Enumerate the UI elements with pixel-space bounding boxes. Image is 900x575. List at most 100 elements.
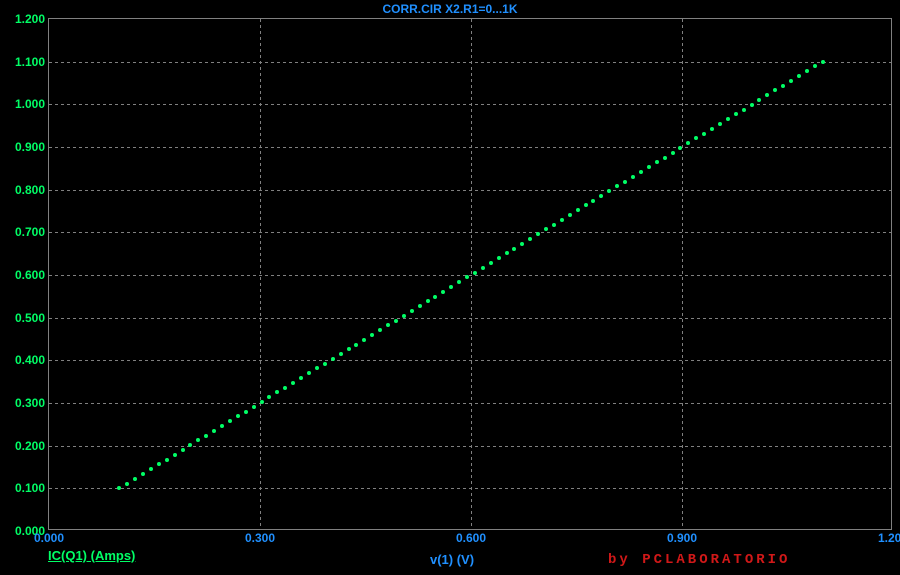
- data-point: [173, 453, 177, 457]
- data-point: [702, 132, 706, 136]
- data-point: [220, 424, 224, 428]
- y-tick-label: 0.100: [15, 481, 45, 495]
- data-point: [402, 314, 406, 318]
- data-point: [347, 347, 351, 351]
- data-point: [410, 309, 414, 313]
- data-point: [307, 371, 311, 375]
- gridline-vertical: [682, 19, 683, 529]
- gridline-horizontal: [49, 360, 891, 361]
- gridline-horizontal: [49, 403, 891, 404]
- data-point: [781, 84, 785, 88]
- data-point: [726, 117, 730, 121]
- data-point: [671, 151, 675, 155]
- gridline-horizontal: [49, 275, 891, 276]
- data-point: [489, 261, 493, 265]
- data-point: [418, 304, 422, 308]
- data-point: [339, 352, 343, 356]
- data-point: [647, 165, 651, 169]
- data-point: [433, 295, 437, 299]
- data-point: [299, 376, 303, 380]
- data-point: [181, 448, 185, 452]
- data-point: [750, 103, 754, 107]
- data-point: [354, 343, 358, 347]
- gridline-horizontal: [49, 232, 891, 233]
- gridline-horizontal: [49, 190, 891, 191]
- data-point: [267, 395, 271, 399]
- y-tick-label: 0.500: [15, 311, 45, 325]
- gridline-horizontal: [49, 446, 891, 447]
- data-point: [291, 381, 295, 385]
- data-point: [125, 482, 129, 486]
- y-tick-label: 1.100: [15, 55, 45, 69]
- series-label: IC(Q1) (Amps): [48, 548, 135, 563]
- y-tick-label: 0.300: [15, 396, 45, 410]
- gridline-horizontal: [49, 318, 891, 319]
- data-point: [797, 74, 801, 78]
- data-point: [362, 338, 366, 342]
- data-point: [607, 189, 611, 193]
- x-tick-label: 0.900: [667, 531, 697, 545]
- x-tick-label: 0.000: [34, 531, 64, 545]
- data-point: [457, 280, 461, 284]
- data-point: [639, 170, 643, 174]
- data-point: [505, 251, 509, 255]
- y-tick-label: 0.600: [15, 268, 45, 282]
- data-point: [473, 271, 477, 275]
- y-tick-label: 1.000: [15, 97, 45, 111]
- data-point: [686, 141, 690, 145]
- data-point: [228, 419, 232, 423]
- gridline-horizontal: [49, 62, 891, 63]
- data-point: [244, 410, 248, 414]
- data-point: [465, 275, 469, 279]
- data-point: [252, 405, 256, 409]
- data-point: [157, 462, 161, 466]
- data-point: [117, 486, 121, 490]
- data-point: [773, 88, 777, 92]
- data-point: [694, 136, 698, 140]
- x-tick-label: 1.200: [878, 531, 900, 545]
- data-point: [165, 458, 169, 462]
- data-point: [449, 285, 453, 289]
- data-point: [512, 247, 516, 251]
- x-tick-label: 0.600: [456, 531, 486, 545]
- data-point: [481, 266, 485, 270]
- y-tick-label: 0.200: [15, 439, 45, 453]
- data-point: [441, 290, 445, 294]
- data-point: [765, 93, 769, 97]
- x-axis-label: v(1) (V): [430, 552, 474, 567]
- data-point: [615, 184, 619, 188]
- data-point: [805, 69, 809, 73]
- data-point: [196, 438, 200, 442]
- data-point: [821, 60, 825, 64]
- data-point: [394, 319, 398, 323]
- data-point: [757, 98, 761, 102]
- x-tick-label: 0.300: [245, 531, 275, 545]
- data-point: [599, 194, 603, 198]
- data-point: [544, 227, 548, 231]
- gridline-vertical: [471, 19, 472, 529]
- data-point: [386, 323, 390, 327]
- data-point: [497, 256, 501, 260]
- data-point: [149, 467, 153, 471]
- y-tick-label: 0.700: [15, 225, 45, 239]
- y-tick-label: 0.400: [15, 353, 45, 367]
- data-point: [141, 472, 145, 476]
- y-tick-label: 1.200: [15, 12, 45, 26]
- data-point: [813, 64, 817, 68]
- data-point: [552, 223, 556, 227]
- gridline-vertical: [260, 19, 261, 529]
- data-point: [236, 414, 240, 418]
- data-point: [260, 400, 264, 404]
- chart-container: CORR.CIR X2.R1=0...1K 0.000 0.100 0.200 0.3…: [0, 0, 900, 575]
- gridline-horizontal: [49, 104, 891, 105]
- data-point: [204, 434, 208, 438]
- chart-title: CORR.CIR X2.R1=0...1K: [0, 2, 900, 16]
- data-point: [655, 160, 659, 164]
- data-point: [742, 108, 746, 112]
- y-tick-label: 0.900: [15, 140, 45, 154]
- data-point: [188, 443, 192, 447]
- data-point: [576, 208, 580, 212]
- data-point: [520, 242, 524, 246]
- data-point: [323, 362, 327, 366]
- gridline-horizontal: [49, 488, 891, 489]
